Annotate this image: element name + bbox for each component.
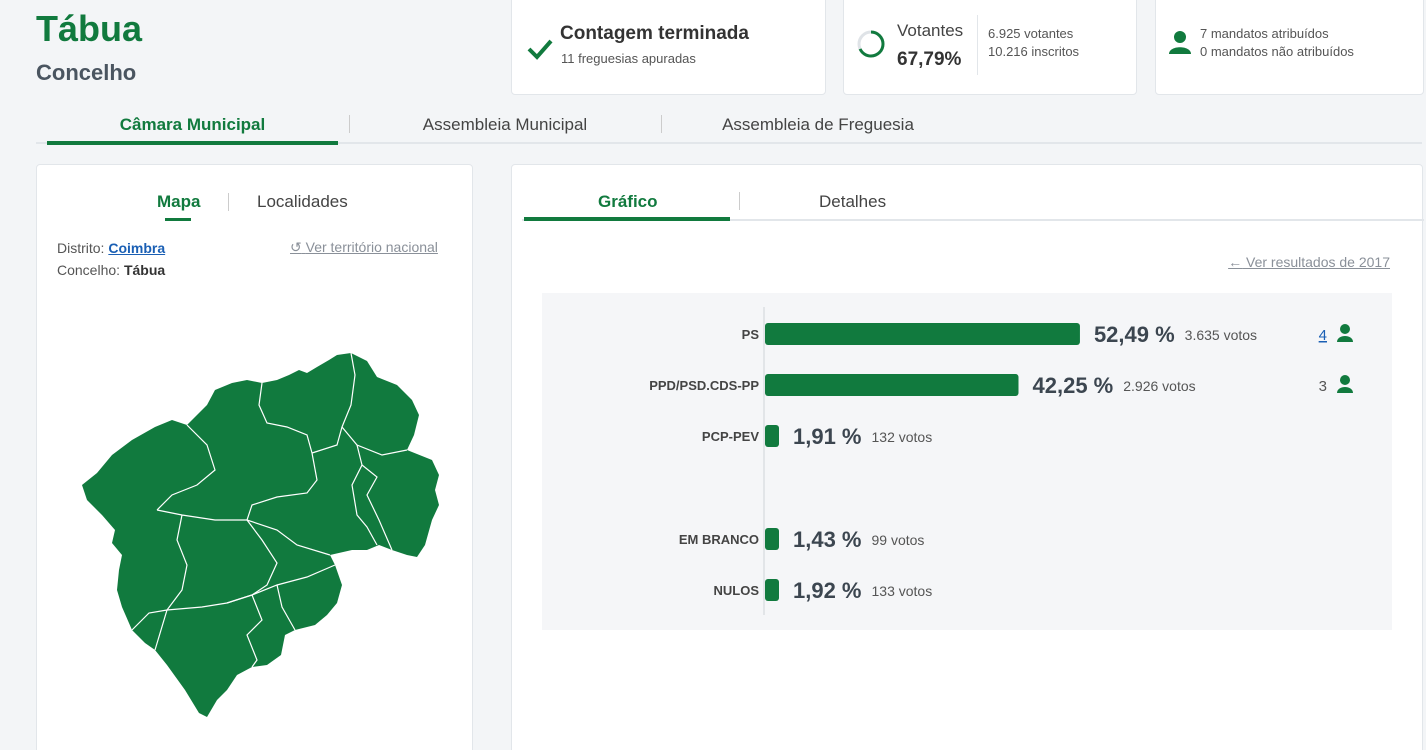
bar-category-label: PPD/PSD.CDS-PP	[649, 378, 759, 393]
parish-border	[361, 464, 393, 551]
mandates-count: 3	[1319, 378, 1327, 395]
votantes-count: 6.925 votantes	[988, 26, 1074, 41]
status-title: Contagem terminada	[560, 23, 749, 44]
inscritos-count: 10.216 inscritos	[988, 44, 1080, 59]
parish-border	[276, 584, 296, 631]
map-panel: Mapa Localidades Distrito: Coimbra Conce…	[36, 164, 473, 750]
bar-value-label: 1,91 %	[793, 424, 862, 449]
chart-bar	[765, 323, 1080, 345]
votantes-card: Votantes 67,79% 6.925 votantes 10.216 in…	[843, 0, 1137, 95]
tab-detalhes[interactable]: Detalhes	[819, 192, 887, 211]
active-tab-indicator	[524, 217, 730, 221]
page-title: Tábua	[36, 8, 143, 49]
page-subtitle: Concelho	[36, 60, 137, 85]
distrito-link[interactable]: Coimbra	[108, 240, 166, 256]
tab-assembleia-municipal[interactable]: Assembleia Municipal	[422, 115, 588, 134]
status-subtitle: 11 freguesias apuradas	[561, 51, 696, 66]
concelho-label: Concelho:	[57, 262, 121, 278]
chart-bar	[765, 425, 779, 447]
ver-resultados-2017-link[interactable]: ← Ver resultados de 2017	[1228, 254, 1390, 270]
parish-border	[351, 444, 378, 546]
map-region[interactable]	[82, 353, 439, 717]
ver-territorio-nacional-link[interactable]: ↺ Ver território nacional	[290, 239, 438, 256]
arrow-left-icon: ←	[1228, 254, 1243, 270]
parish-border	[311, 352, 356, 454]
main-tabs: Câmara Municipal Assembleia Municipal As…	[36, 110, 1422, 145]
municipality-map[interactable]	[67, 345, 447, 725]
undo-icon: ↺	[290, 239, 302, 255]
status-card: Contagem terminada 11 freguesias apurada…	[511, 0, 826, 95]
tab-separator	[228, 193, 229, 211]
tab-localidades[interactable]: Localidades	[257, 192, 348, 211]
tab-grafico[interactable]: Gráfico	[598, 192, 658, 211]
votantes-percent: 67,79%	[897, 49, 962, 70]
bar-value-label: 1,43 %	[793, 527, 862, 552]
chart-panel: Gráfico Detalhes ← Ver resultados de 201…	[511, 164, 1424, 750]
progress-ring-icon	[857, 30, 885, 58]
active-tab-indicator	[47, 141, 338, 145]
parish-border	[258, 382, 313, 454]
chart-bar	[765, 579, 779, 601]
results-chart: PS 52,49 % 3.635 votos 4 PPD/PSD.CDS-PP 42,25…	[542, 293, 1392, 630]
parish-border	[154, 514, 188, 651]
chart-tabs: Gráfico Detalhes	[522, 187, 1424, 221]
prev-link-label: Ver resultados de 2017	[1246, 254, 1390, 270]
votantes-label: Votantes	[897, 21, 964, 40]
bar-category-label: NULOS	[714, 583, 760, 598]
bar-votes-label: 132 votos	[872, 429, 933, 445]
distrito-label: Distrito:	[57, 240, 105, 256]
bar-value-label: 1,92 %	[793, 578, 862, 603]
concelho-line: Concelho: Tábua	[57, 262, 165, 278]
bar-votes-label: 133 votos	[872, 583, 933, 599]
parish-border	[156, 424, 216, 511]
bar-value-label: 42,25 %	[1033, 373, 1114, 398]
results-bar-chart: PS 52,49 % 3.635 votos 4 PPD/PSD.CDS-PP 42,25…	[649, 307, 1353, 615]
bar-votes-label: 2.926 votos	[1123, 378, 1195, 394]
tab-separator	[661, 115, 662, 133]
mandatos-card: 7 mandatos atribuídos 0 mandatos não atr…	[1155, 0, 1424, 95]
tab-separator	[739, 192, 740, 210]
bar-value-label: 52,49 %	[1094, 322, 1175, 347]
parish-border	[131, 609, 168, 631]
mandatos-atribuidos: 7 mandatos atribuídos	[1200, 26, 1329, 41]
nacional-link-label: Ver território nacional	[305, 239, 438, 255]
tab-mapa[interactable]: Mapa	[157, 192, 201, 211]
chart-bar	[765, 528, 779, 550]
mandatos-nao-atribuidos: 0 mandatos não atribuídos	[1200, 44, 1354, 59]
bar-category-label: PS	[742, 327, 760, 342]
bar-votes-label: 99 votos	[872, 532, 925, 548]
parish-border	[246, 452, 318, 521]
divider	[977, 15, 978, 75]
bar-category-label: PCP-PEV	[702, 429, 759, 444]
bar-category-label: EM BRANCO	[679, 532, 759, 547]
mandates-count[interactable]: 4	[1319, 327, 1327, 344]
chart-bar	[765, 374, 1019, 396]
person-icon	[1337, 324, 1353, 342]
check-icon	[527, 39, 553, 60]
person-icon	[1337, 375, 1353, 393]
tab-separator	[349, 115, 350, 133]
tab-camara-municipal[interactable]: Câmara Municipal	[119, 115, 266, 134]
concelho-value: Tábua	[123, 262, 166, 278]
parish-border	[246, 594, 263, 668]
parish-border	[341, 426, 408, 456]
distrito-line: Distrito: Coimbra	[57, 240, 165, 256]
active-tab-indicator	[165, 218, 191, 221]
tab-assembleia-freguesia[interactable]: Assembleia de Freguesia	[722, 115, 914, 134]
person-icon	[1169, 31, 1191, 54]
bar-votes-label: 3.635 votos	[1185, 327, 1257, 343]
